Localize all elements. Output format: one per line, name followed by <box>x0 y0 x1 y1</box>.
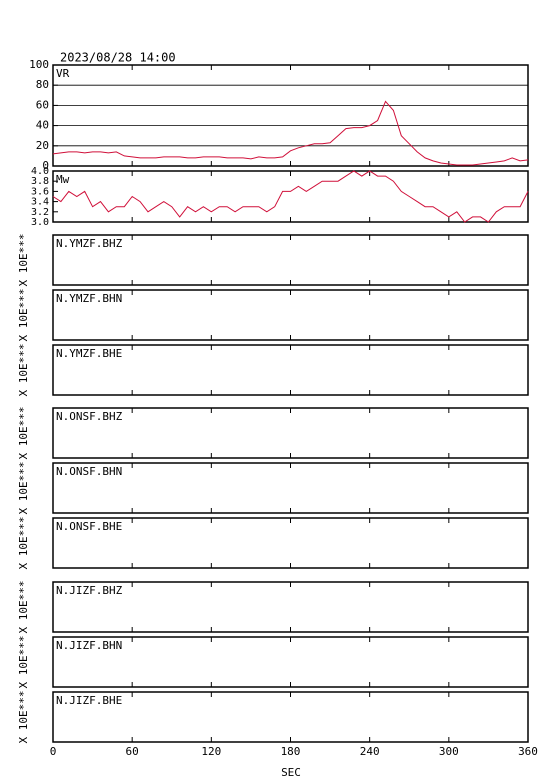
x-tick-label: 360 <box>518 745 538 758</box>
panel-frame <box>52 691 529 743</box>
panel-frame <box>52 289 529 341</box>
scale-label: X 10E*** <box>17 234 30 287</box>
x-tick-label: 60 <box>126 745 139 758</box>
y-tick-label: 3.2 <box>31 207 49 218</box>
y-tick-label: 3.4 <box>31 197 49 208</box>
x-tick-label: 0 <box>50 745 57 758</box>
panel-label: Mw <box>56 173 70 186</box>
panel-frame <box>52 636 529 688</box>
y-tick-label: 60 <box>36 98 49 111</box>
y-tick-label: 0 <box>42 159 49 172</box>
scale-label: X 10E*** <box>17 462 30 515</box>
x-tick-label: 240 <box>360 745 380 758</box>
scale-label: X 10E*** <box>17 581 30 634</box>
scale-label: X 10E*** <box>17 691 30 744</box>
y-tick-label: 3.0 <box>31 217 49 228</box>
panel-frame <box>52 344 529 396</box>
y-tick-label: 20 <box>36 139 49 152</box>
x-tick-label: 180 <box>281 745 301 758</box>
panel-label: N.ONSF.BHZ <box>56 410 123 423</box>
y-tick-label: 100 <box>29 58 49 71</box>
data-line <box>52 100 529 166</box>
scale-label: X 10E*** <box>17 636 30 689</box>
data-line <box>52 170 529 223</box>
y-tick-label: 3.6 <box>31 186 49 197</box>
panel-frame <box>52 462 529 514</box>
figure-title: 2023/08/28 14:00 <box>60 51 176 65</box>
panel-frame <box>52 581 529 633</box>
x-tick-label: 120 <box>201 745 221 758</box>
x-tick-label: 300 <box>439 745 459 758</box>
panel-frame <box>52 407 529 459</box>
y-tick-label: 80 <box>36 78 49 91</box>
panel-frame <box>52 517 529 569</box>
panel-label: N.JIZF.BHN <box>56 639 122 652</box>
panel-frame <box>52 170 529 223</box>
panel-label: N.YMZF.BHE <box>56 347 122 360</box>
panel-frame <box>52 234 529 286</box>
x-axis-label: SEC <box>281 766 301 779</box>
scale-label: X 10E*** <box>17 517 30 570</box>
panel-label: N.ONSF.BHN <box>56 465 122 478</box>
y-tick-label: 3.8 <box>31 176 49 187</box>
y-tick-label: 40 <box>36 119 49 132</box>
scale-label: X 10E*** <box>17 289 30 342</box>
panel-label: N.YMZF.BHN <box>56 292 122 305</box>
panel-label: N.ONSF.BHE <box>56 520 122 533</box>
y-tick-label: 4.0 <box>31 166 49 177</box>
scale-label: X 10E*** <box>17 344 30 397</box>
scale-label: X 10E*** <box>17 407 30 460</box>
panel-label: N.JIZF.BHE <box>56 694 122 707</box>
panel-label: N.JIZF.BHZ <box>56 584 123 597</box>
panel-label: N.YMZF.BHZ <box>56 237 123 250</box>
panel-label: VR <box>56 67 70 80</box>
